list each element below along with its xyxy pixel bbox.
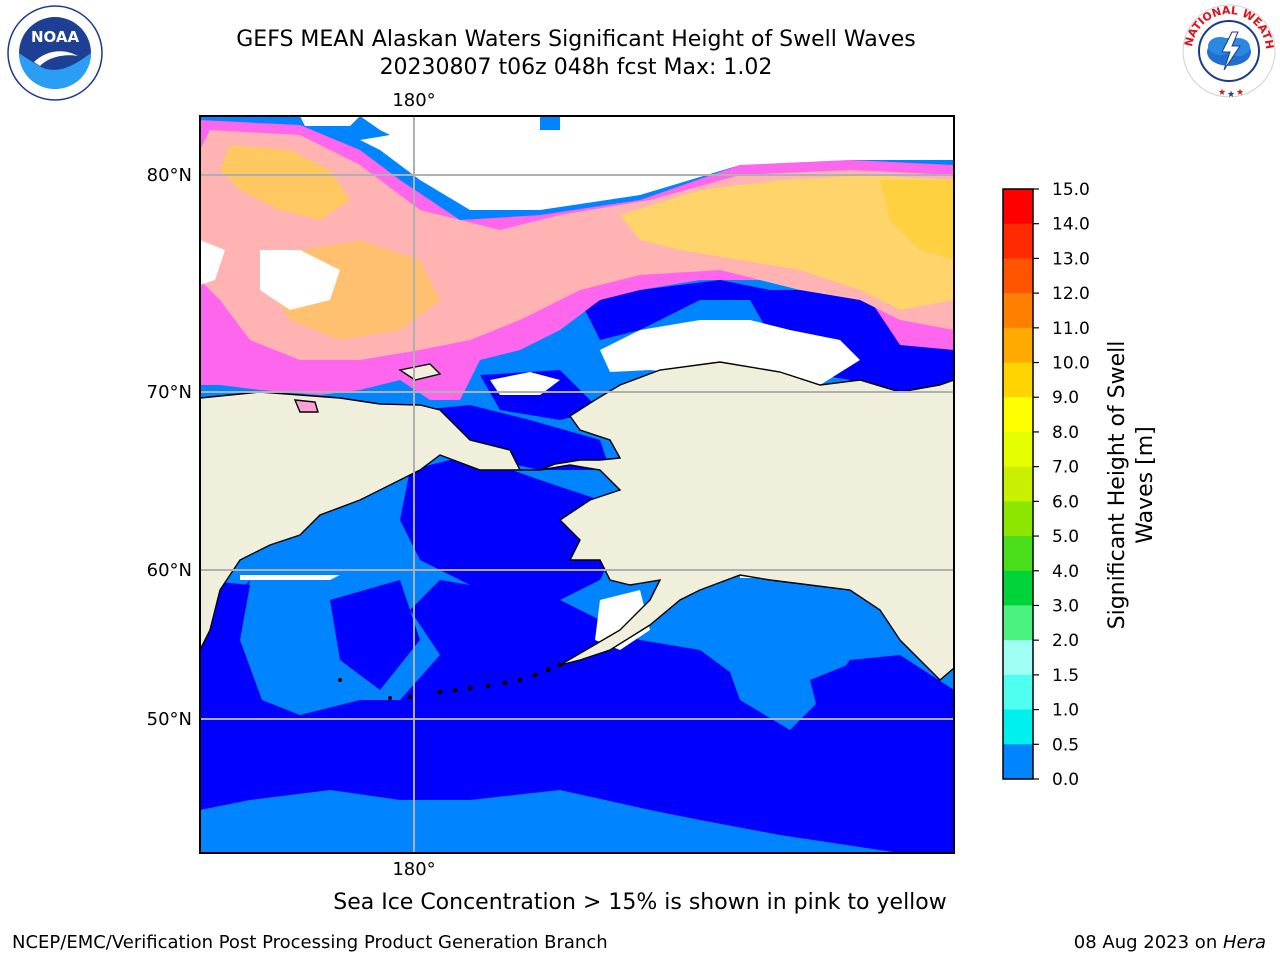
ice-caption: Sea Ice Concentration > 15% is shown in …	[333, 890, 947, 915]
colorbar-tick-label: 1.5	[1052, 666, 1079, 686]
no-data-regions	[200, 116, 954, 650]
lon-label-top: 180°	[392, 90, 435, 111]
colorbar-tick-label: 13.0	[1052, 249, 1090, 269]
colorbar-swatch	[1003, 223, 1033, 259]
colorbar-label-line2: Waves [m]	[1133, 426, 1158, 543]
colorbar-swatch	[1003, 327, 1033, 364]
lat-label-60: 60°N	[147, 560, 192, 581]
colorbar-tick-label: 0.0	[1052, 770, 1079, 790]
colorbar-tick-label: 2.0	[1052, 631, 1079, 651]
colorbar-tick-label: 11.0	[1052, 319, 1090, 339]
colorbar-tick-label: 7.0	[1052, 458, 1079, 478]
lat-label-70: 70°N	[147, 382, 192, 403]
colorbar-tick-label: 5.0	[1052, 527, 1079, 547]
colorbar-label-line1: Significant Height of Swell	[1105, 341, 1130, 630]
colorbar-swatch	[1003, 501, 1033, 537]
colorbar-swatch	[1003, 570, 1033, 606]
colorbar-tick-label: 15.0	[1052, 180, 1090, 200]
land-masses	[200, 361, 954, 681]
colorbar-swatch	[1003, 674, 1033, 711]
chart-title: GEFS MEAN Alaskan Waters Significant Hei…	[236, 27, 916, 52]
colorbar: 15.0 14.0 13.0 12.0 11.0 10.0 9.0 8.0 7.0 6.0 5.0 4…	[1003, 180, 1090, 790]
chart-subtitle: 20230807 t06z 048h fcst Max: 1.02	[379, 55, 773, 80]
footer-branch: NCEP/EMC/Verification Post Processing Pr…	[12, 932, 608, 953]
footer-date-text: 08 Aug 2023 on	[1073, 932, 1223, 953]
lon-label-bottom: 180°	[392, 859, 435, 880]
noaa-logo: NOAA	[7, 5, 103, 101]
lat-label-80: 80°N	[147, 165, 192, 186]
colorbar-tick-label: 10.0	[1052, 354, 1090, 374]
footer-date: 08 Aug 2023 on Hera	[1074, 932, 1266, 953]
colorbar-swatch	[1003, 431, 1033, 468]
colorbar-swatch	[1003, 258, 1033, 294]
lat-label-50: 50°N	[147, 709, 192, 730]
colorbar-swatch	[1003, 640, 1033, 676]
colorbar-swatch	[1003, 189, 1033, 225]
map-plot-area	[200, 116, 954, 853]
colorbar-tick-label: 3.0	[1052, 596, 1079, 616]
graticule	[200, 116, 954, 853]
colorbar-tick-label: 14.0	[1052, 215, 1090, 235]
colorbar-frame	[1002, 188, 1034, 780]
colorbar-swatch	[1003, 293, 1033, 329]
svg-text:★: ★	[1218, 88, 1226, 98]
colorbar-tick-label: 1.0	[1052, 701, 1079, 721]
colorbar-swatch	[1003, 709, 1033, 745]
colorbar-swatch	[1003, 397, 1033, 433]
colorbar-tick-label: 9.0	[1052, 388, 1079, 408]
nws-logo: NATIONAL WEATHER SERVICE ★ ★ ★	[1180, 2, 1276, 100]
svg-text:★: ★	[1227, 90, 1235, 100]
colorbar-tick-label: 12.0	[1052, 284, 1090, 304]
colorbar-swatch	[1003, 744, 1033, 780]
colorbar-swatch	[1003, 466, 1033, 502]
colorbar-swatch	[1003, 362, 1033, 398]
map-frame	[199, 115, 955, 854]
colorbar-swatch	[1003, 605, 1033, 641]
sea-ice-field	[200, 120, 954, 400]
colorbar-tick-label: 8.0	[1052, 423, 1079, 443]
colorbar-tick-label: 6.0	[1052, 492, 1079, 512]
colorbar-tick-label: 0.5	[1052, 735, 1079, 755]
colorbar-tick-label: 4.0	[1052, 562, 1079, 582]
footer-machine: Hera	[1222, 932, 1266, 953]
aleutian-islands	[338, 662, 563, 700]
colorbar-swatch	[1003, 536, 1033, 572]
noaa-logo-text: NOAA	[31, 28, 80, 46]
svg-text:★: ★	[1236, 88, 1244, 98]
